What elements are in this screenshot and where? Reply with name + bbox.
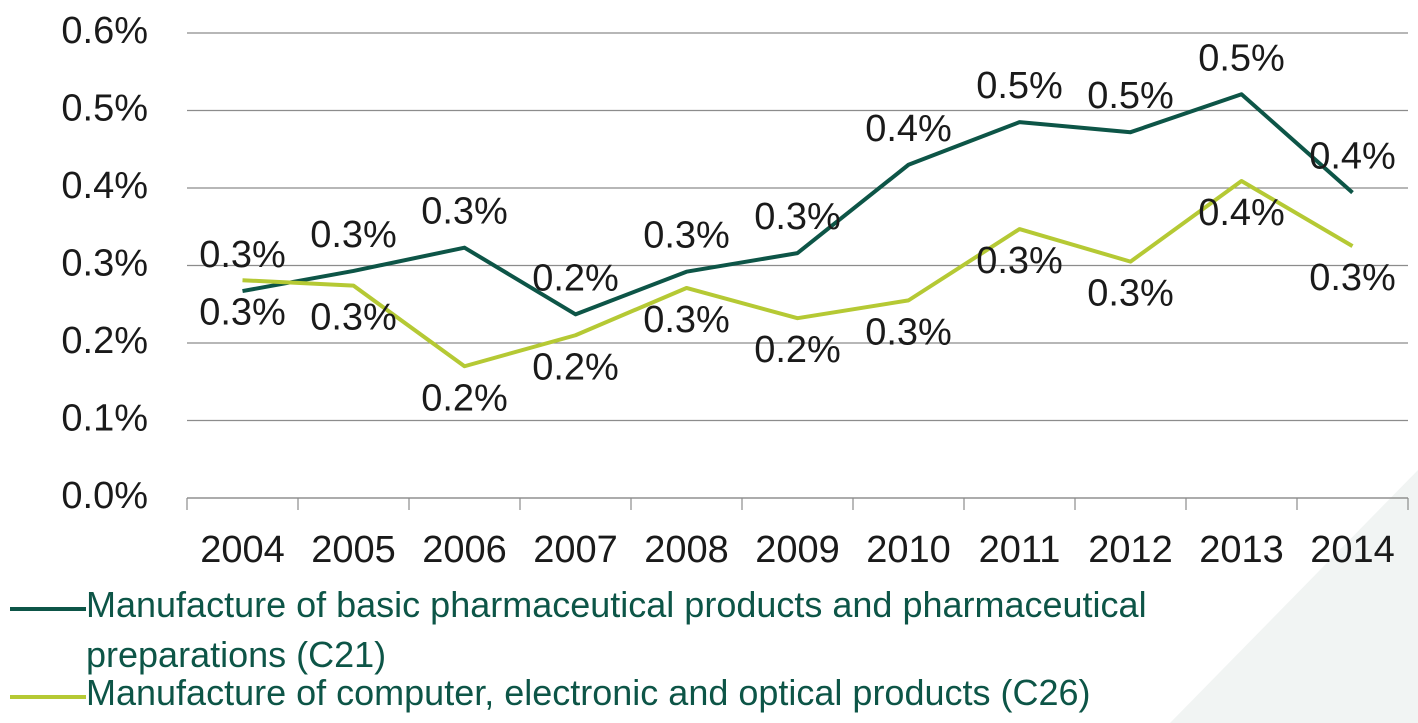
x-tick-label: 2012 xyxy=(1088,529,1173,571)
data-label: 0.3% xyxy=(643,215,730,257)
data-label: 0.5% xyxy=(1198,37,1285,79)
legend-label: Manufacture of basic pharmaceutical prod… xyxy=(86,584,1147,675)
x-tick-label: 2006 xyxy=(422,529,507,571)
x-tick-label: 2010 xyxy=(866,529,951,571)
y-tick-label: 0.3% xyxy=(61,243,148,285)
data-label: 0.3% xyxy=(310,297,397,339)
data-label: 0.3% xyxy=(754,196,841,238)
data-label: 0.2% xyxy=(754,329,841,371)
x-tick-label: 2009 xyxy=(755,529,840,571)
data-label: 0.3% xyxy=(310,214,397,256)
x-tick-label: 2004 xyxy=(200,529,285,571)
series-line xyxy=(242,179,1354,369)
data-label: 0.2% xyxy=(532,257,619,299)
y-tick-label: 0.6% xyxy=(61,10,148,52)
data-label: 0.3% xyxy=(1087,273,1174,315)
y-tick-label: 0.5% xyxy=(61,88,148,130)
legend-swatch xyxy=(10,695,86,699)
data-label: 0.3% xyxy=(1309,257,1396,299)
x-tick-label: 2007 xyxy=(533,529,618,571)
legend-label: Manufacture of computer, electronic and … xyxy=(86,672,1091,713)
y-tick-label: 0.2% xyxy=(61,320,148,362)
y-tick-label: 0.1% xyxy=(61,398,148,440)
data-label: 0.3% xyxy=(643,299,730,341)
data-label: 0.3% xyxy=(199,234,286,276)
data-label: 0.4% xyxy=(1309,136,1396,178)
legend-swatch xyxy=(10,607,86,611)
legend-entry: Manufacture of computer, electronic and … xyxy=(10,668,1206,718)
data-label: 0.4% xyxy=(1198,192,1285,234)
data-label: 0.2% xyxy=(421,377,508,419)
y-tick-label: 0.4% xyxy=(61,165,148,207)
legend-entry: Manufacture of basic pharmaceutical prod… xyxy=(10,580,1206,680)
data-label: 0.3% xyxy=(865,311,952,353)
data-label: 0.3% xyxy=(199,291,286,333)
data-label: 0.3% xyxy=(976,240,1063,282)
x-tick-label: 2014 xyxy=(1310,529,1395,571)
data-label: 0.5% xyxy=(976,65,1063,107)
x-tick-label: 2005 xyxy=(311,529,396,571)
data-label: 0.4% xyxy=(865,108,952,150)
y-tick-label: 0.0% xyxy=(61,475,148,517)
series-line xyxy=(242,92,1354,317)
x-tick-label: 2013 xyxy=(1199,529,1284,571)
background-stripe xyxy=(1170,470,1418,723)
x-tick-label: 2008 xyxy=(644,529,729,571)
x-tick-label: 2011 xyxy=(979,529,1061,571)
data-label: 0.2% xyxy=(532,346,619,388)
data-label: 0.3% xyxy=(421,191,508,233)
data-label: 0.5% xyxy=(1087,75,1174,117)
